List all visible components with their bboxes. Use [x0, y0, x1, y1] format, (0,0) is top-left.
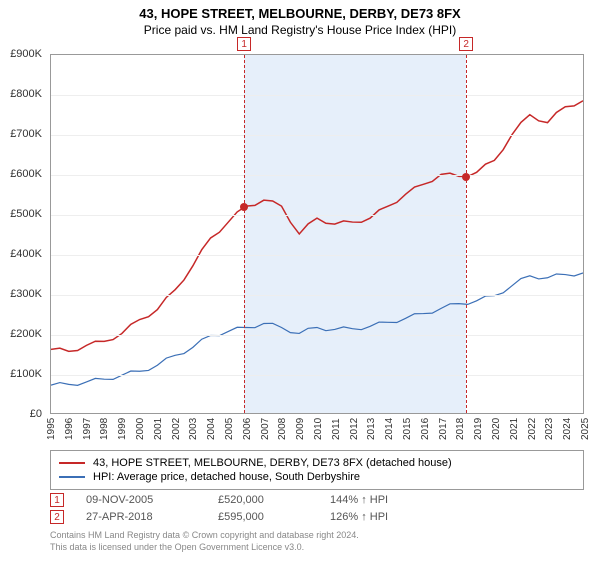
sale-date: 27-APR-2018 — [86, 511, 196, 523]
x-tick-label: 2009 — [295, 418, 306, 440]
x-tick-label: 2001 — [153, 418, 164, 440]
attribution-line-2: This data is licensed under the Open Gov… — [50, 542, 584, 554]
x-tick-label: 1997 — [82, 418, 93, 440]
plot-area: 12 — [50, 54, 584, 414]
legend-label-property: 43, HOPE STREET, MELBOURNE, DERBY, DE73 … — [93, 457, 452, 469]
marker-line — [466, 55, 467, 413]
x-tick-label: 1999 — [117, 418, 128, 440]
x-tick-label: 2022 — [527, 418, 538, 440]
x-tick-label: 2020 — [491, 418, 502, 440]
x-tick-label: 2010 — [313, 418, 324, 440]
legend-label-hpi: HPI: Average price, detached house, Sout… — [93, 471, 360, 483]
y-tick-label: £100K — [10, 368, 42, 380]
x-tick-label: 2005 — [224, 418, 235, 440]
sale-price: £595,000 — [218, 511, 308, 523]
sale-date: 09-NOV-2005 — [86, 494, 196, 506]
series-line-hpi — [51, 273, 583, 385]
marker-number-box: 1 — [237, 37, 251, 51]
x-tick-label: 2003 — [188, 418, 199, 440]
y-tick-label: £200K — [10, 328, 42, 340]
y-tick-label: £600K — [10, 168, 42, 180]
marker-dot — [240, 203, 248, 211]
x-tick-label: 1998 — [99, 418, 110, 440]
x-tick-label: 1996 — [64, 418, 75, 440]
marker-dot — [462, 173, 470, 181]
x-tick-label: 2017 — [438, 418, 449, 440]
x-tick-label: 2024 — [562, 418, 573, 440]
x-tick-label: 2007 — [260, 418, 271, 440]
x-tick-label: 2011 — [331, 418, 342, 440]
y-tick-label: £0 — [30, 408, 42, 420]
legend-row-property: 43, HOPE STREET, MELBOURNE, DERBY, DE73 … — [59, 457, 575, 469]
sales-table: 1 09-NOV-2005 £520,000 144% ↑ HPI 2 27-A… — [50, 490, 584, 527]
y-tick-label: £500K — [10, 208, 42, 220]
x-axis-labels: 1995199619971998199920002001200220032004… — [50, 416, 584, 446]
x-tick-label: 2013 — [366, 418, 377, 440]
sale-hpi: 126% ↑ HPI — [330, 511, 430, 523]
legend-row-hpi: HPI: Average price, detached house, Sout… — [59, 471, 575, 483]
x-tick-label: 2023 — [544, 418, 555, 440]
sale-marker-1: 1 — [50, 493, 64, 507]
sale-price: £520,000 — [218, 494, 308, 506]
legend-swatch-property — [59, 462, 85, 464]
sale-hpi: 144% ↑ HPI — [330, 494, 430, 506]
sale-marker-2: 2 — [50, 510, 64, 524]
legend-swatch-hpi — [59, 476, 85, 478]
attribution: Contains HM Land Registry data © Crown c… — [50, 530, 584, 553]
y-tick-label: £800K — [10, 88, 42, 100]
x-tick-label: 2004 — [206, 418, 217, 440]
marker-number-box: 2 — [459, 37, 473, 51]
sales-row: 2 27-APR-2018 £595,000 126% ↑ HPI — [50, 510, 584, 524]
chart-subtitle: Price paid vs. HM Land Registry's House … — [0, 23, 600, 37]
x-tick-label: 2002 — [171, 418, 182, 440]
x-tick-label: 2006 — [242, 418, 253, 440]
y-axis-labels: £0£100K£200K£300K£400K£500K£600K£700K£80… — [0, 54, 46, 414]
y-tick-label: £900K — [10, 48, 42, 60]
chart-lines — [51, 55, 583, 413]
y-tick-label: £700K — [10, 128, 42, 140]
x-tick-label: 2008 — [277, 418, 288, 440]
x-tick-label: 2025 — [580, 418, 591, 440]
x-tick-label: 2016 — [420, 418, 431, 440]
attribution-line-1: Contains HM Land Registry data © Crown c… — [50, 530, 584, 542]
x-tick-label: 2015 — [402, 418, 413, 440]
marker-line — [244, 55, 245, 413]
x-tick-label: 1995 — [46, 418, 57, 440]
y-tick-label: £400K — [10, 248, 42, 260]
x-tick-label: 2014 — [384, 418, 395, 440]
legend: 43, HOPE STREET, MELBOURNE, DERBY, DE73 … — [50, 450, 584, 490]
chart-title: 43, HOPE STREET, MELBOURNE, DERBY, DE73 … — [0, 6, 600, 21]
y-tick-label: £300K — [10, 288, 42, 300]
sales-row: 1 09-NOV-2005 £520,000 144% ↑ HPI — [50, 493, 584, 507]
x-tick-label: 2000 — [135, 418, 146, 440]
series-line-property — [51, 101, 583, 352]
x-tick-label: 2012 — [349, 418, 360, 440]
x-tick-label: 2021 — [509, 418, 520, 440]
x-tick-label: 2018 — [455, 418, 466, 440]
x-tick-label: 2019 — [473, 418, 484, 440]
